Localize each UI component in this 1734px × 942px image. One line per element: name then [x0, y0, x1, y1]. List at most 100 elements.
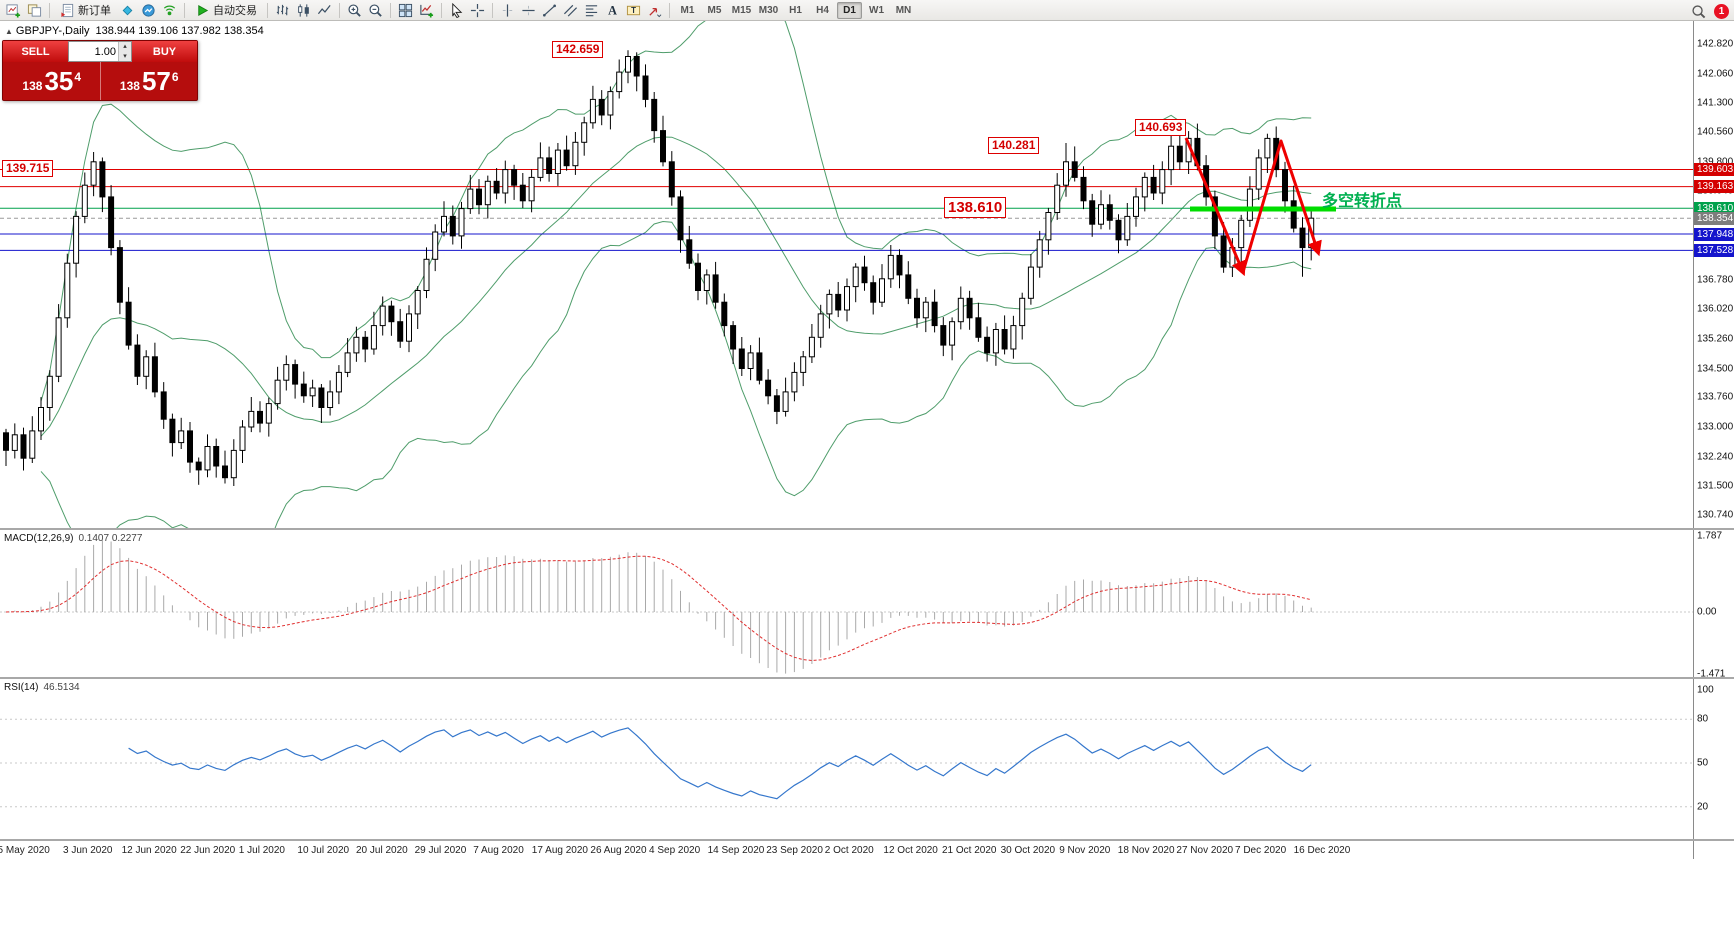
data-window-toggle-icon[interactable]: ▲: [5, 27, 13, 36]
tile-windows-button[interactable]: [395, 1, 416, 20]
vertical-line-tool-button[interactable]: [497, 1, 518, 20]
trendline-tool-button[interactable]: [539, 1, 560, 20]
date-label: 16 Dec 2020: [1293, 845, 1351, 856]
rsi-axis-label: 20: [1697, 801, 1709, 813]
price-axis-label: 142.820: [1697, 38, 1734, 50]
date-label: 25 May 2020: [0, 845, 50, 856]
indicators-list-button[interactable]: [416, 1, 437, 20]
macd-label: MACD(12,26,9): [4, 533, 74, 544]
price-path-arrow-2[interactable]: [1241, 139, 1322, 273]
equidistant-channel-tool-button[interactable]: [560, 1, 581, 20]
price-path-arrow-1[interactable]: [1184, 137, 1246, 277]
price-annotation-140.693[interactable]: 140.693: [1135, 119, 1187, 136]
market-button[interactable]: [138, 1, 159, 20]
candlestick-mode-button[interactable]: [293, 1, 314, 20]
timeframe-m1-button[interactable]: M1: [680, 4, 695, 16]
zoom-out-button[interactable]: [365, 1, 386, 20]
fibonacci-tool-button[interactable]: [581, 1, 602, 20]
date-label: 3 Jun 2020: [63, 845, 113, 856]
price-axis-label: 132.240: [1697, 451, 1734, 463]
timeframe-m5-button[interactable]: M5: [707, 4, 722, 16]
ohlc-values: 138.944 139.106 137.982 138.354: [95, 25, 264, 37]
macd-axis[interactable]: 1.787 0.00 -1.471: [1693, 530, 1734, 680]
date-label: 10 Jul 2020: [297, 845, 350, 856]
main-chart-plot[interactable]: [0, 21, 1693, 528]
macd-panel[interactable]: MACD(12,26,9) 0.1407 0.2277 1.787 0.00 -1.4…: [0, 528, 1734, 680]
chart-ohlc-header: ▲ GBPJPY-,Daily 138.944 139.106 137.982 13…: [5, 25, 264, 37]
timeframe-d1-button[interactable]: D1: [837, 1, 862, 19]
volume-up-button[interactable]: ▴: [119, 42, 131, 52]
date-label: 2 Oct 2020: [824, 845, 874, 856]
text-tool-button[interactable]: A: [602, 1, 623, 20]
price-axis-label: 139.800: [1697, 156, 1734, 168]
rsi-plot: [0, 718, 1693, 808]
zoom-out-icon: [368, 3, 383, 18]
buy-price-sup: 6: [171, 70, 179, 84]
price-annotation-138.610[interactable]: 138.610: [944, 197, 1007, 218]
main-chart-panel[interactable]: ▲ GBPJPY-,Daily 138.944 139.106 137.982 13…: [0, 21, 1734, 528]
price-axis-label: 136.020: [1697, 303, 1734, 315]
toolbar-right: 1: [1688, 2, 1729, 21]
signals-button[interactable]: [159, 1, 180, 20]
rsi-panel[interactable]: RSI(14) 46.5134 100 80 50 20: [0, 677, 1734, 839]
text-tool-icon: A: [605, 3, 620, 18]
price-axis[interactable]: 142.820142.060141.300140.560139.800139.0…: [1693, 21, 1734, 528]
timeframe-m15-button[interactable]: M15: [731, 4, 752, 16]
new-order-label: 新订单: [78, 5, 111, 17]
timeframe-w1-button[interactable]: W1: [869, 4, 884, 16]
price-axis-label: 135.260: [1697, 333, 1734, 345]
autotrading-button[interactable]: 自动交易: [189, 1, 263, 20]
zoom-in-button[interactable]: [344, 1, 365, 20]
date-label: 20 Jul 2020: [356, 845, 408, 856]
price-axis-label: 131.500: [1697, 480, 1734, 491]
profiles-button[interactable]: [24, 1, 45, 20]
timeframe-h1-button[interactable]: H1: [789, 4, 802, 16]
price-annotation-142.659[interactable]: 142.659: [552, 41, 604, 58]
cursor-tool-button[interactable]: [446, 1, 467, 20]
price-axis-label: 136.780: [1697, 274, 1734, 286]
macd-plot: [0, 540, 1693, 674]
rsi-axis[interactable]: 100 80 50 20: [1693, 679, 1734, 839]
metaeditor-button[interactable]: [117, 1, 138, 20]
bar-chart-mode-button[interactable]: [272, 1, 293, 20]
macd-header: MACD(12,26,9) 0.1407 0.2277: [4, 533, 142, 544]
arrows-tool-button[interactable]: [644, 1, 665, 20]
price-tag-137.948: 137.948: [1694, 227, 1734, 241]
new-order-button[interactable]: 新订单: [54, 1, 117, 20]
rsi-value: 46.5134: [43, 682, 80, 693]
search-button[interactable]: [1688, 2, 1709, 21]
timeframe-h4-button[interactable]: H4: [816, 4, 829, 16]
volume-input[interactable]: [69, 42, 118, 61]
new-chart-button[interactable]: [3, 1, 24, 20]
rsi-label: RSI(14): [4, 682, 39, 693]
equidistant-channel-tool-icon: [563, 3, 578, 18]
line-chart-mode-button[interactable]: [314, 1, 335, 20]
text-label-tool-button[interactable]: T: [623, 1, 644, 20]
buy-price-display[interactable]: 138 57 6: [101, 62, 198, 100]
sell-price-display[interactable]: 138 35 4: [3, 62, 101, 100]
timeframe-m30-button[interactable]: M30: [758, 4, 779, 16]
date-label: 27 Nov 2020: [1176, 845, 1234, 856]
date-label: 26 Aug 2020: [590, 845, 647, 856]
toolbar-buttons: 新订单 自动交易 A T M1 M5 M15 M30 H1 H4 D1 W1 MN: [3, 0, 917, 20]
price-axis-label: 130.740: [1697, 509, 1734, 521]
date-label: 14 Sep 2020: [707, 845, 765, 856]
toolbar-separator: [441, 2, 442, 18]
price-annotation-140.281[interactable]: 140.281: [988, 137, 1040, 154]
crosshair-tool-button[interactable]: [467, 1, 488, 20]
horizontal-line-tool-icon: [521, 3, 536, 18]
price-tag-139.603: 139.603: [1694, 163, 1734, 176]
timeframe-mn-button[interactable]: MN: [895, 4, 912, 16]
price-annotation-139.715[interactable]: 139.715: [2, 160, 54, 177]
date-label: 30 Oct 2020: [1000, 845, 1056, 856]
notifications-badge[interactable]: 1: [1714, 4, 1729, 19]
volume-down-button[interactable]: ▾: [119, 51, 131, 61]
buy-button[interactable]: BUY: [132, 41, 197, 62]
new-chart-icon: [6, 3, 21, 18]
price-tag-139.163: 139.163: [1694, 180, 1734, 194]
note-annotation[interactable]: 多空转折点: [1322, 193, 1403, 210]
horizontal-line-tool-button[interactable]: [518, 1, 539, 20]
sell-button[interactable]: SELL: [3, 41, 68, 62]
